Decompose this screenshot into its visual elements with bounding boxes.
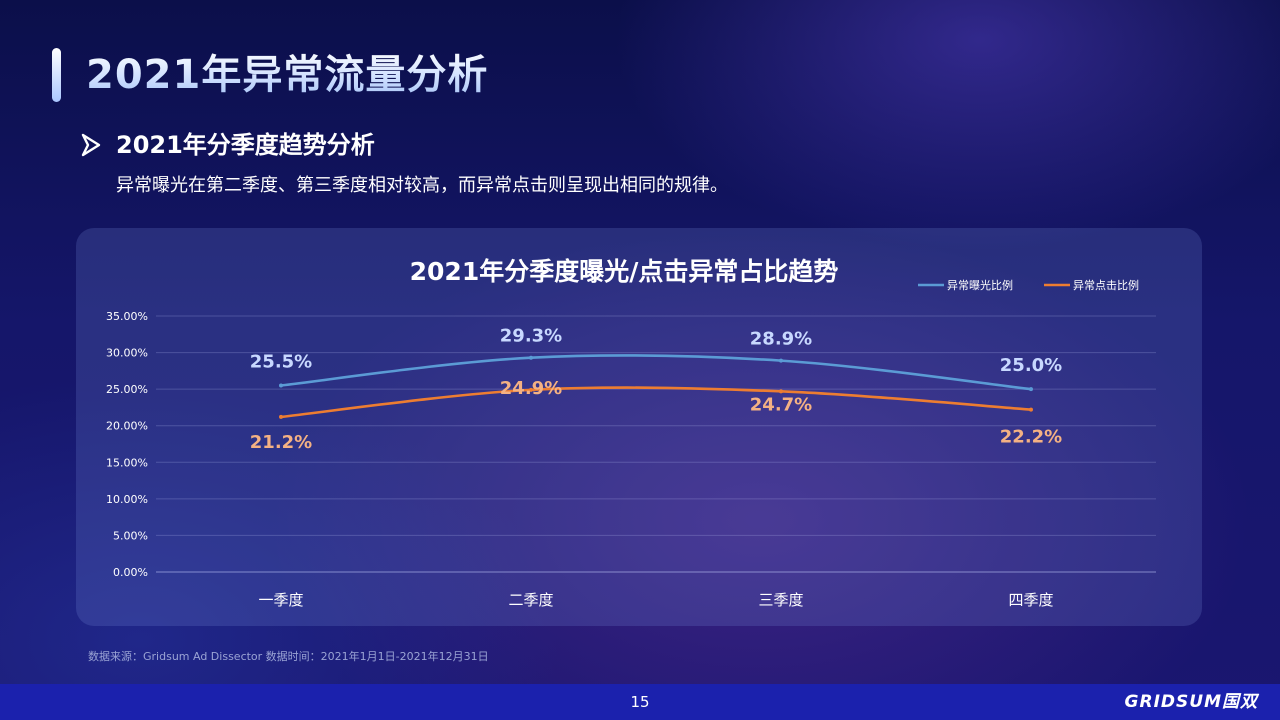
section-arrow-icon: [81, 133, 101, 157]
data-label: 22.2%: [1000, 427, 1062, 448]
legend: 异常曝光比例 异常点击比例: [918, 278, 1139, 292]
y-tick-label: 5.00%: [113, 529, 148, 542]
data-label: 28.9%: [750, 329, 812, 350]
data-label: 25.0%: [1000, 355, 1062, 376]
gridlines: [156, 315, 1156, 573]
page-number: 15: [630, 693, 650, 711]
y-tick-label: 15.00%: [106, 456, 148, 469]
axis-labels: 0.00% 5.00% 10.00% 15.00% 20.00% 25.00% 30.00%…: [106, 310, 1053, 609]
brand-logo: GRIDSUM国双: [1124, 692, 1258, 712]
y-tick-label: 20.00%: [106, 420, 148, 433]
x-tick-label: 一季度: [258, 591, 303, 609]
data-label: 24.9%: [500, 378, 562, 399]
data-label: 24.7%: [750, 394, 812, 415]
data-point: [1029, 407, 1033, 412]
title-accent-bar: [52, 48, 61, 102]
y-tick-label: 35.00%: [106, 310, 148, 323]
y-tick-label: 10.00%: [106, 493, 148, 506]
series-lines: [279, 354, 1033, 419]
data-label: 25.5%: [250, 351, 312, 372]
x-tick-label: 二季度: [508, 591, 553, 609]
y-tick-label: 0.00%: [113, 566, 148, 579]
data-label: 21.2%: [250, 432, 312, 453]
data-labels: 25.5% 29.3% 28.9% 25.0% 21.2% 24.9% 24.7% 22.2%: [250, 326, 1062, 453]
legend-item: 异常曝光比例: [918, 278, 1013, 292]
chart-title: 2021年分季度曝光/点击异常占比趋势: [410, 257, 839, 286]
legend-item: 异常点击比例: [1044, 278, 1139, 292]
data-point: [1029, 387, 1033, 392]
data-point: [279, 414, 283, 419]
y-tick-label: 25.00%: [106, 383, 148, 396]
x-tick-label: 四季度: [1008, 591, 1053, 609]
data-label: 29.3%: [500, 326, 562, 347]
click-series-line: [279, 386, 1033, 419]
page-title: 2021年异常流量分析: [86, 48, 488, 102]
section-title: 2021年分季度趋势分析: [116, 131, 375, 159]
section-description: 异常曝光在第二季度、第三季度相对较高，而异常点击则呈现出相同的规律。: [116, 175, 728, 196]
x-tick-label: 三季度: [758, 591, 803, 609]
chart-panel: 2021年分季度曝光/点击异常占比趋势 0.00% 5.00% 10.00% 15.0…: [76, 228, 1202, 626]
footer-bar: 15 GRIDSUM国双: [0, 684, 1280, 720]
exposure-series-line: [279, 354, 1033, 391]
data-point: [529, 355, 533, 360]
legend-label: 异常曝光比例: [947, 278, 1013, 292]
legend-label: 异常点击比例: [1073, 278, 1139, 292]
line-chart: 2021年分季度曝光/点击异常占比趋势 0.00% 5.00% 10.00% 15.0…: [106, 257, 1156, 609]
source-note: 数据来源：Gridsum Ad Dissector 数据时间：2021年1月1日…: [88, 650, 489, 663]
y-tick-label: 30.00%: [106, 347, 148, 360]
data-point: [279, 383, 283, 388]
data-point: [779, 389, 783, 394]
data-point: [779, 358, 783, 363]
data-point: [529, 387, 533, 392]
